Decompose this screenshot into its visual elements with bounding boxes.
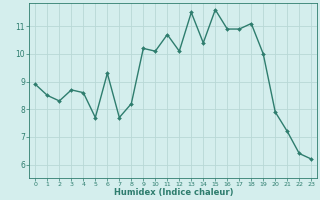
X-axis label: Humidex (Indice chaleur): Humidex (Indice chaleur)	[114, 188, 233, 197]
